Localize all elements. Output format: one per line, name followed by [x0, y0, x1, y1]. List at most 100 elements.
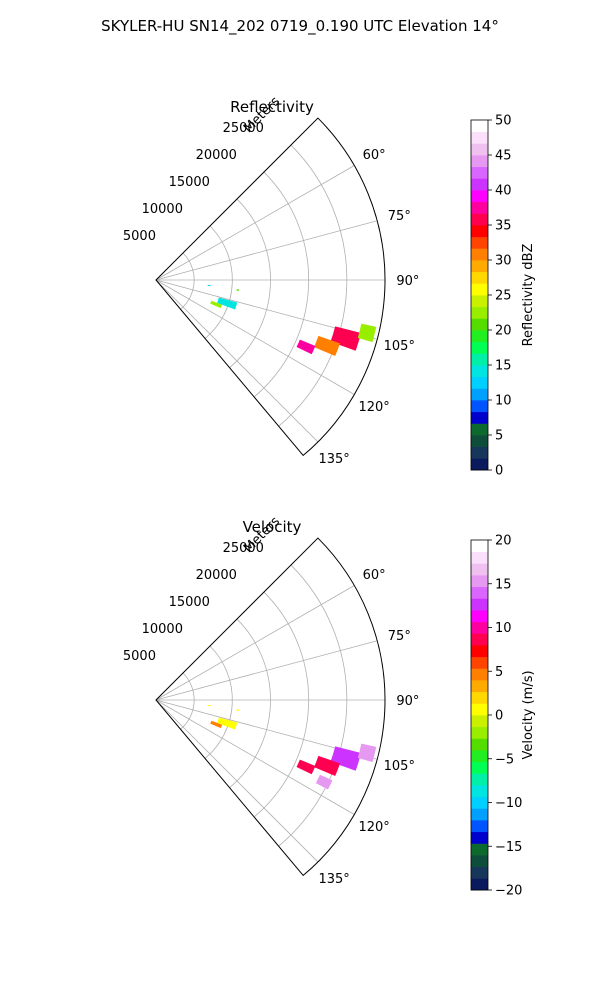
- azimuth-spoke: [155, 640, 378, 701]
- colorbar-segment: [471, 866, 488, 879]
- echo-cell: [314, 335, 341, 357]
- colorbar-segment: [471, 808, 488, 821]
- colorbar-segment: [471, 131, 488, 144]
- colorbar-segment: [471, 831, 488, 844]
- colorbar-tick-label: 25: [495, 289, 512, 304]
- colorbar-tick-label: 30: [495, 254, 512, 269]
- colorbar-segment: [471, 680, 488, 693]
- colorbar-tick-label: −15: [495, 840, 522, 855]
- azimuth-tick-label: 75°: [388, 209, 411, 224]
- colorbar-tick-label: 20: [495, 534, 512, 549]
- colorbar-tick-label: 10: [495, 394, 512, 409]
- range-ring: [180, 672, 195, 730]
- velocity-panel: Velocity500010000150002000025000Meters60…: [123, 514, 536, 899]
- echo-cell: [207, 284, 211, 287]
- colorbar-tick-label: 5: [495, 665, 503, 680]
- colorbar-segment: [471, 423, 488, 436]
- range-ring: [278, 144, 348, 427]
- colorbar-label: Velocity (m/s): [521, 670, 536, 759]
- colorbar-segment: [471, 400, 488, 413]
- colorbar-segment: [471, 190, 488, 203]
- colorbar-label: Reflectivity dBZ: [521, 244, 536, 347]
- range-ring: [204, 645, 233, 759]
- azimuth-tick-label: 135°: [318, 452, 349, 467]
- range-ring: [253, 591, 310, 818]
- azimuth-spoke: [155, 699, 355, 815]
- colorbar-tick-label: 50: [495, 114, 512, 129]
- colorbar-segment: [471, 341, 488, 354]
- colorbar-segment: [471, 586, 488, 599]
- echo-cell: [357, 323, 377, 343]
- colorbar-tick-label: 20: [495, 324, 512, 339]
- sector-frame: [155, 537, 386, 877]
- echo-cell: [236, 709, 240, 711]
- azimuth-tick-label: 105°: [384, 759, 415, 774]
- colorbar-tick-label: −5: [495, 752, 514, 767]
- echo-cell: [314, 755, 341, 777]
- colorbar-segment: [471, 656, 488, 669]
- range-tick-label: 25000: [223, 121, 264, 136]
- colorbar-tick-label: 15: [495, 359, 512, 374]
- colorbar-segment: [471, 750, 488, 763]
- colorbar-segment: [471, 668, 488, 681]
- echo-cell: [357, 743, 377, 763]
- colorbar-segment: [471, 376, 488, 389]
- colorbar-tick-label: −20: [495, 884, 522, 899]
- colorbar-segment: [471, 715, 488, 728]
- colorbar-segment: [471, 213, 488, 226]
- azimuth-tick-label: 90°: [396, 694, 419, 709]
- colorbar-tick-label: 0: [495, 709, 503, 724]
- colorbar-segment: [471, 295, 488, 308]
- colorbar-segment: [471, 271, 488, 284]
- colorbar-segment: [471, 785, 488, 798]
- colorbar-segment: [471, 201, 488, 214]
- colorbar-segment: [471, 610, 488, 623]
- colorbar-segment: [471, 738, 488, 751]
- colorbar-segment: [471, 388, 488, 401]
- range-tick-label: 5000: [123, 649, 156, 664]
- echo-cell: [315, 774, 333, 790]
- azimuth-tick-label: 75°: [388, 629, 411, 644]
- colorbar-segment: [471, 120, 488, 133]
- azimuth-spoke: [155, 279, 319, 443]
- azimuth-tick-label: 60°: [363, 148, 386, 163]
- colorbar-segment: [471, 353, 488, 366]
- echo-cell: [217, 297, 238, 310]
- colorbar-segment: [471, 248, 488, 261]
- colorbar-segment: [471, 155, 488, 168]
- colorbar-segment: [471, 178, 488, 191]
- echo-cell: [330, 746, 362, 771]
- azimuth-spoke: [155, 279, 355, 395]
- colorbar-segment: [471, 855, 488, 868]
- azimuth-tick-label: 90°: [396, 274, 419, 289]
- colorbar-segment: [471, 540, 488, 553]
- colorbar-tick-label: 45: [495, 149, 512, 164]
- colorbar-segment: [471, 236, 488, 249]
- colorbar-segment: [471, 621, 488, 634]
- colorbar-segment: [471, 796, 488, 809]
- colorbar-segment: [471, 773, 488, 786]
- colorbar-segment: [471, 166, 488, 179]
- echo-cell: [330, 326, 362, 351]
- figure-title: SKYLER-HU SN14_202 0719_0.190 UTC Elevat…: [101, 17, 499, 36]
- range-tick-label: 10000: [142, 622, 183, 637]
- echo-cell: [236, 289, 240, 291]
- colorbar-segment: [471, 306, 488, 319]
- azimuth-spoke: [155, 220, 378, 281]
- colorbar-segment: [471, 143, 488, 156]
- colorbar-tick-label: −10: [495, 796, 522, 811]
- range-tick-label: 5000: [123, 229, 156, 244]
- colorbar-segment: [471, 633, 488, 646]
- reflectivity-panel: Reflectivity500010000150002000025000Mete…: [123, 94, 536, 479]
- range-ring: [278, 564, 348, 847]
- panel-title: Reflectivity: [230, 98, 314, 116]
- colorbar-tick-label: 35: [495, 219, 512, 234]
- echo-cell: [217, 717, 238, 730]
- panel-title: Velocity: [243, 518, 302, 536]
- colorbar-segment: [471, 843, 488, 856]
- colorbar-segment: [471, 645, 488, 658]
- colorbar-tick-label: 15: [495, 577, 512, 592]
- colorbar-tick-label: 0: [495, 464, 503, 479]
- range-ring: [180, 252, 195, 310]
- colorbar-segment: [471, 878, 488, 891]
